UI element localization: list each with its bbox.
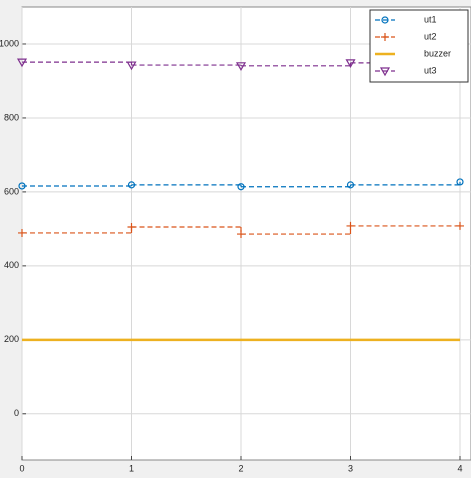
- point: [18, 182, 26, 190]
- y-tick-label: 800: [4, 112, 19, 122]
- legend-label: buzzer: [424, 48, 451, 58]
- legend-marker: [381, 16, 389, 24]
- legend-marker: [379, 67, 391, 77]
- point: [16, 58, 28, 68]
- point: [18, 228, 26, 237]
- y-tick-label: 400: [4, 260, 19, 270]
- point: [127, 181, 136, 189]
- legend-label: ut3: [424, 65, 437, 75]
- point: [126, 61, 137, 71]
- point: [237, 230, 245, 239]
- point: [346, 221, 355, 230]
- x-tick-label: 2: [238, 463, 243, 473]
- x-tick-label: 3: [348, 463, 353, 473]
- x-tick-label: 0: [19, 463, 24, 473]
- legend-box: [369, 9, 469, 83]
- y-tick-label: 0: [14, 408, 19, 418]
- point: [237, 183, 245, 191]
- point: [345, 59, 356, 69]
- point: [456, 178, 464, 186]
- legend-label: ut1: [424, 14, 437, 24]
- legend-label: ut2: [424, 31, 437, 41]
- y-tick-label: 1000: [0, 38, 19, 48]
- x-tick-label: 4: [457, 463, 462, 473]
- legend-marker: [381, 33, 389, 41]
- x-tick-label: 1: [129, 463, 134, 473]
- y-tick-label: 200: [4, 334, 19, 344]
- y-tick-label: 600: [4, 186, 19, 196]
- point: [456, 221, 464, 230]
- point: [346, 181, 355, 189]
- point: [235, 62, 247, 72]
- point: [127, 223, 136, 232]
